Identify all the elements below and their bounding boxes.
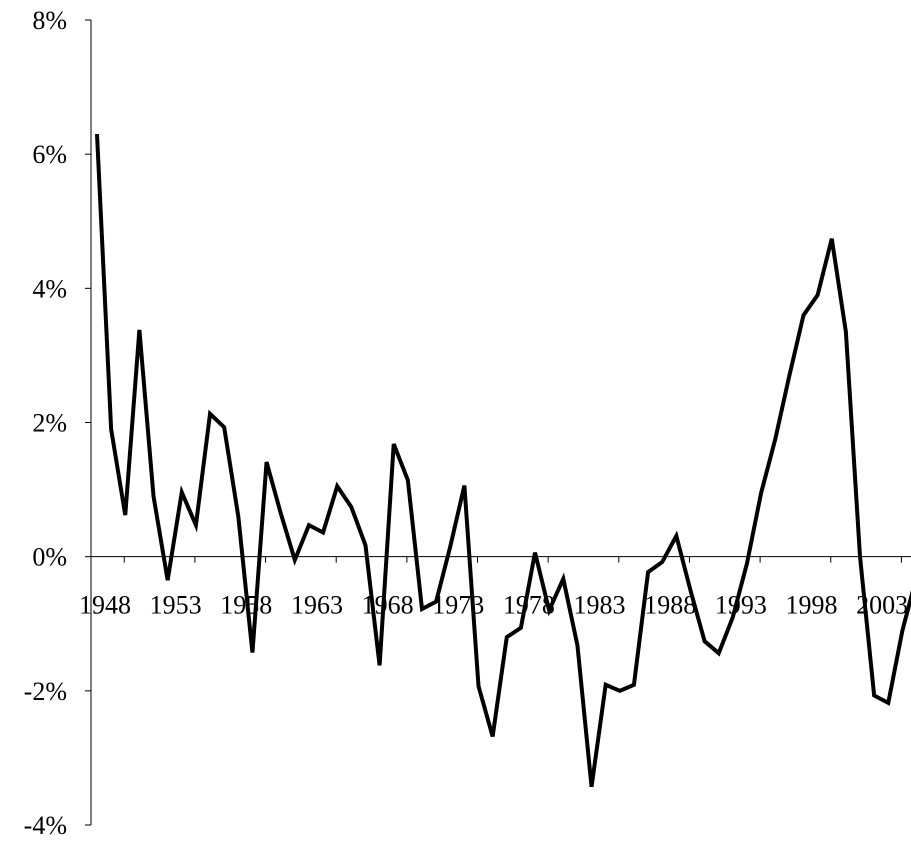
y-tick-label: 2%: [32, 409, 67, 438]
series-line-0: [95, 133, 911, 788]
x-axis: [91, 556, 911, 563]
x-tick-label: 1998: [786, 591, 838, 620]
series-group: [95, 133, 911, 788]
y-tick-label: -4%: [24, 811, 67, 840]
y-tick-label: 8%: [32, 6, 67, 35]
y-tick-label: 6%: [32, 140, 67, 169]
x-tick-label: 1948: [79, 591, 131, 620]
y-axis: [85, 19, 92, 826]
y-tick-labels: -4% -2% 0% 2% 4% 6% 8%: [24, 6, 67, 840]
x-tick-label: 1953: [150, 591, 202, 620]
x-tick-label: 1983: [574, 591, 626, 620]
x-tick-label: 1973: [432, 591, 484, 620]
x-tick-labels: 1948 1953 1958 1963 1968 1973 1978 1983 1988 1993…: [79, 591, 908, 620]
x-tick-label: 1963: [291, 591, 343, 620]
x-tick-label: 1988: [644, 591, 696, 620]
y-tick-label: -2%: [24, 677, 67, 706]
x-tick-label: 1993: [715, 591, 767, 620]
y-tick-label: 4%: [32, 274, 67, 303]
y-tick-label: 0%: [32, 543, 67, 572]
